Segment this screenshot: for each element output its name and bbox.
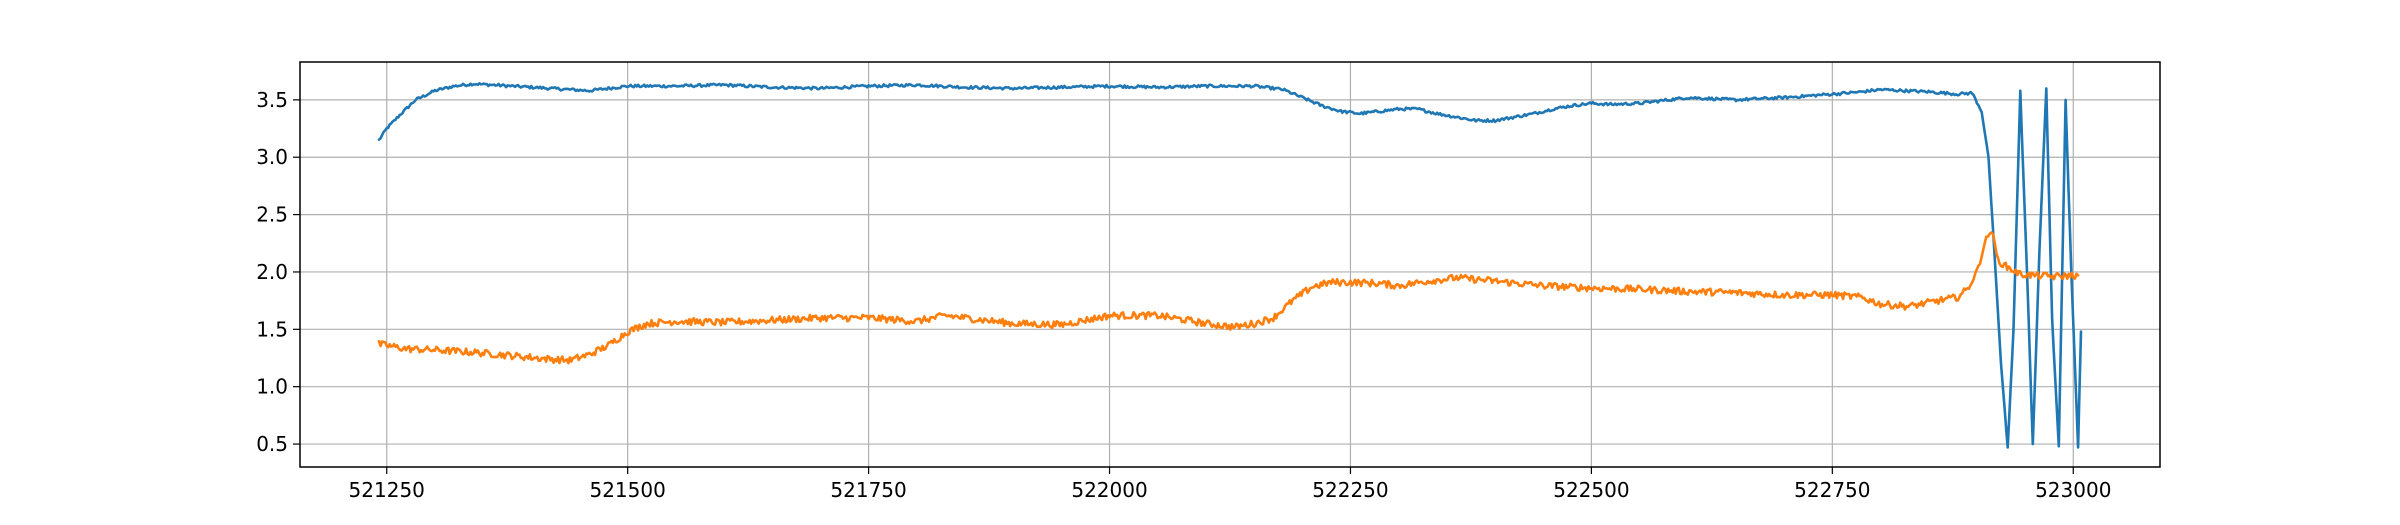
y-tick-label: 1.0 xyxy=(256,375,288,399)
y-tick-label: 2.0 xyxy=(256,260,288,284)
x-axis: 521250 521500 521750 522000 522250 522500 5227… xyxy=(349,467,2111,502)
x-tick-label: 522250 xyxy=(1312,478,1388,502)
series-line-1 xyxy=(377,82,2083,449)
x-tick-label: 521500 xyxy=(589,478,665,502)
x-tick-label: 523000 xyxy=(2035,478,2111,502)
y-tick-label: 3.5 xyxy=(256,88,288,112)
y-tick-label: 1.5 xyxy=(256,317,288,341)
y-tick-label: 0.5 xyxy=(256,432,288,456)
y-tick-label: 2.5 xyxy=(256,203,288,227)
x-tick-label: 521250 xyxy=(349,478,425,502)
x-tick-label: 522750 xyxy=(1794,478,1870,502)
y-tick-label: 3.0 xyxy=(256,145,288,169)
series-layer xyxy=(377,82,2083,449)
x-tick-label: 522000 xyxy=(1071,478,1147,502)
series-line-2 xyxy=(377,231,2080,365)
y-axis: 0.5 1.0 1.5 2.0 2.5 3.0 3.5 xyxy=(256,88,300,456)
x-tick-label: 522500 xyxy=(1553,478,1629,502)
plot-area-frame xyxy=(299,61,2161,468)
x-tick-label: 521750 xyxy=(830,478,906,502)
